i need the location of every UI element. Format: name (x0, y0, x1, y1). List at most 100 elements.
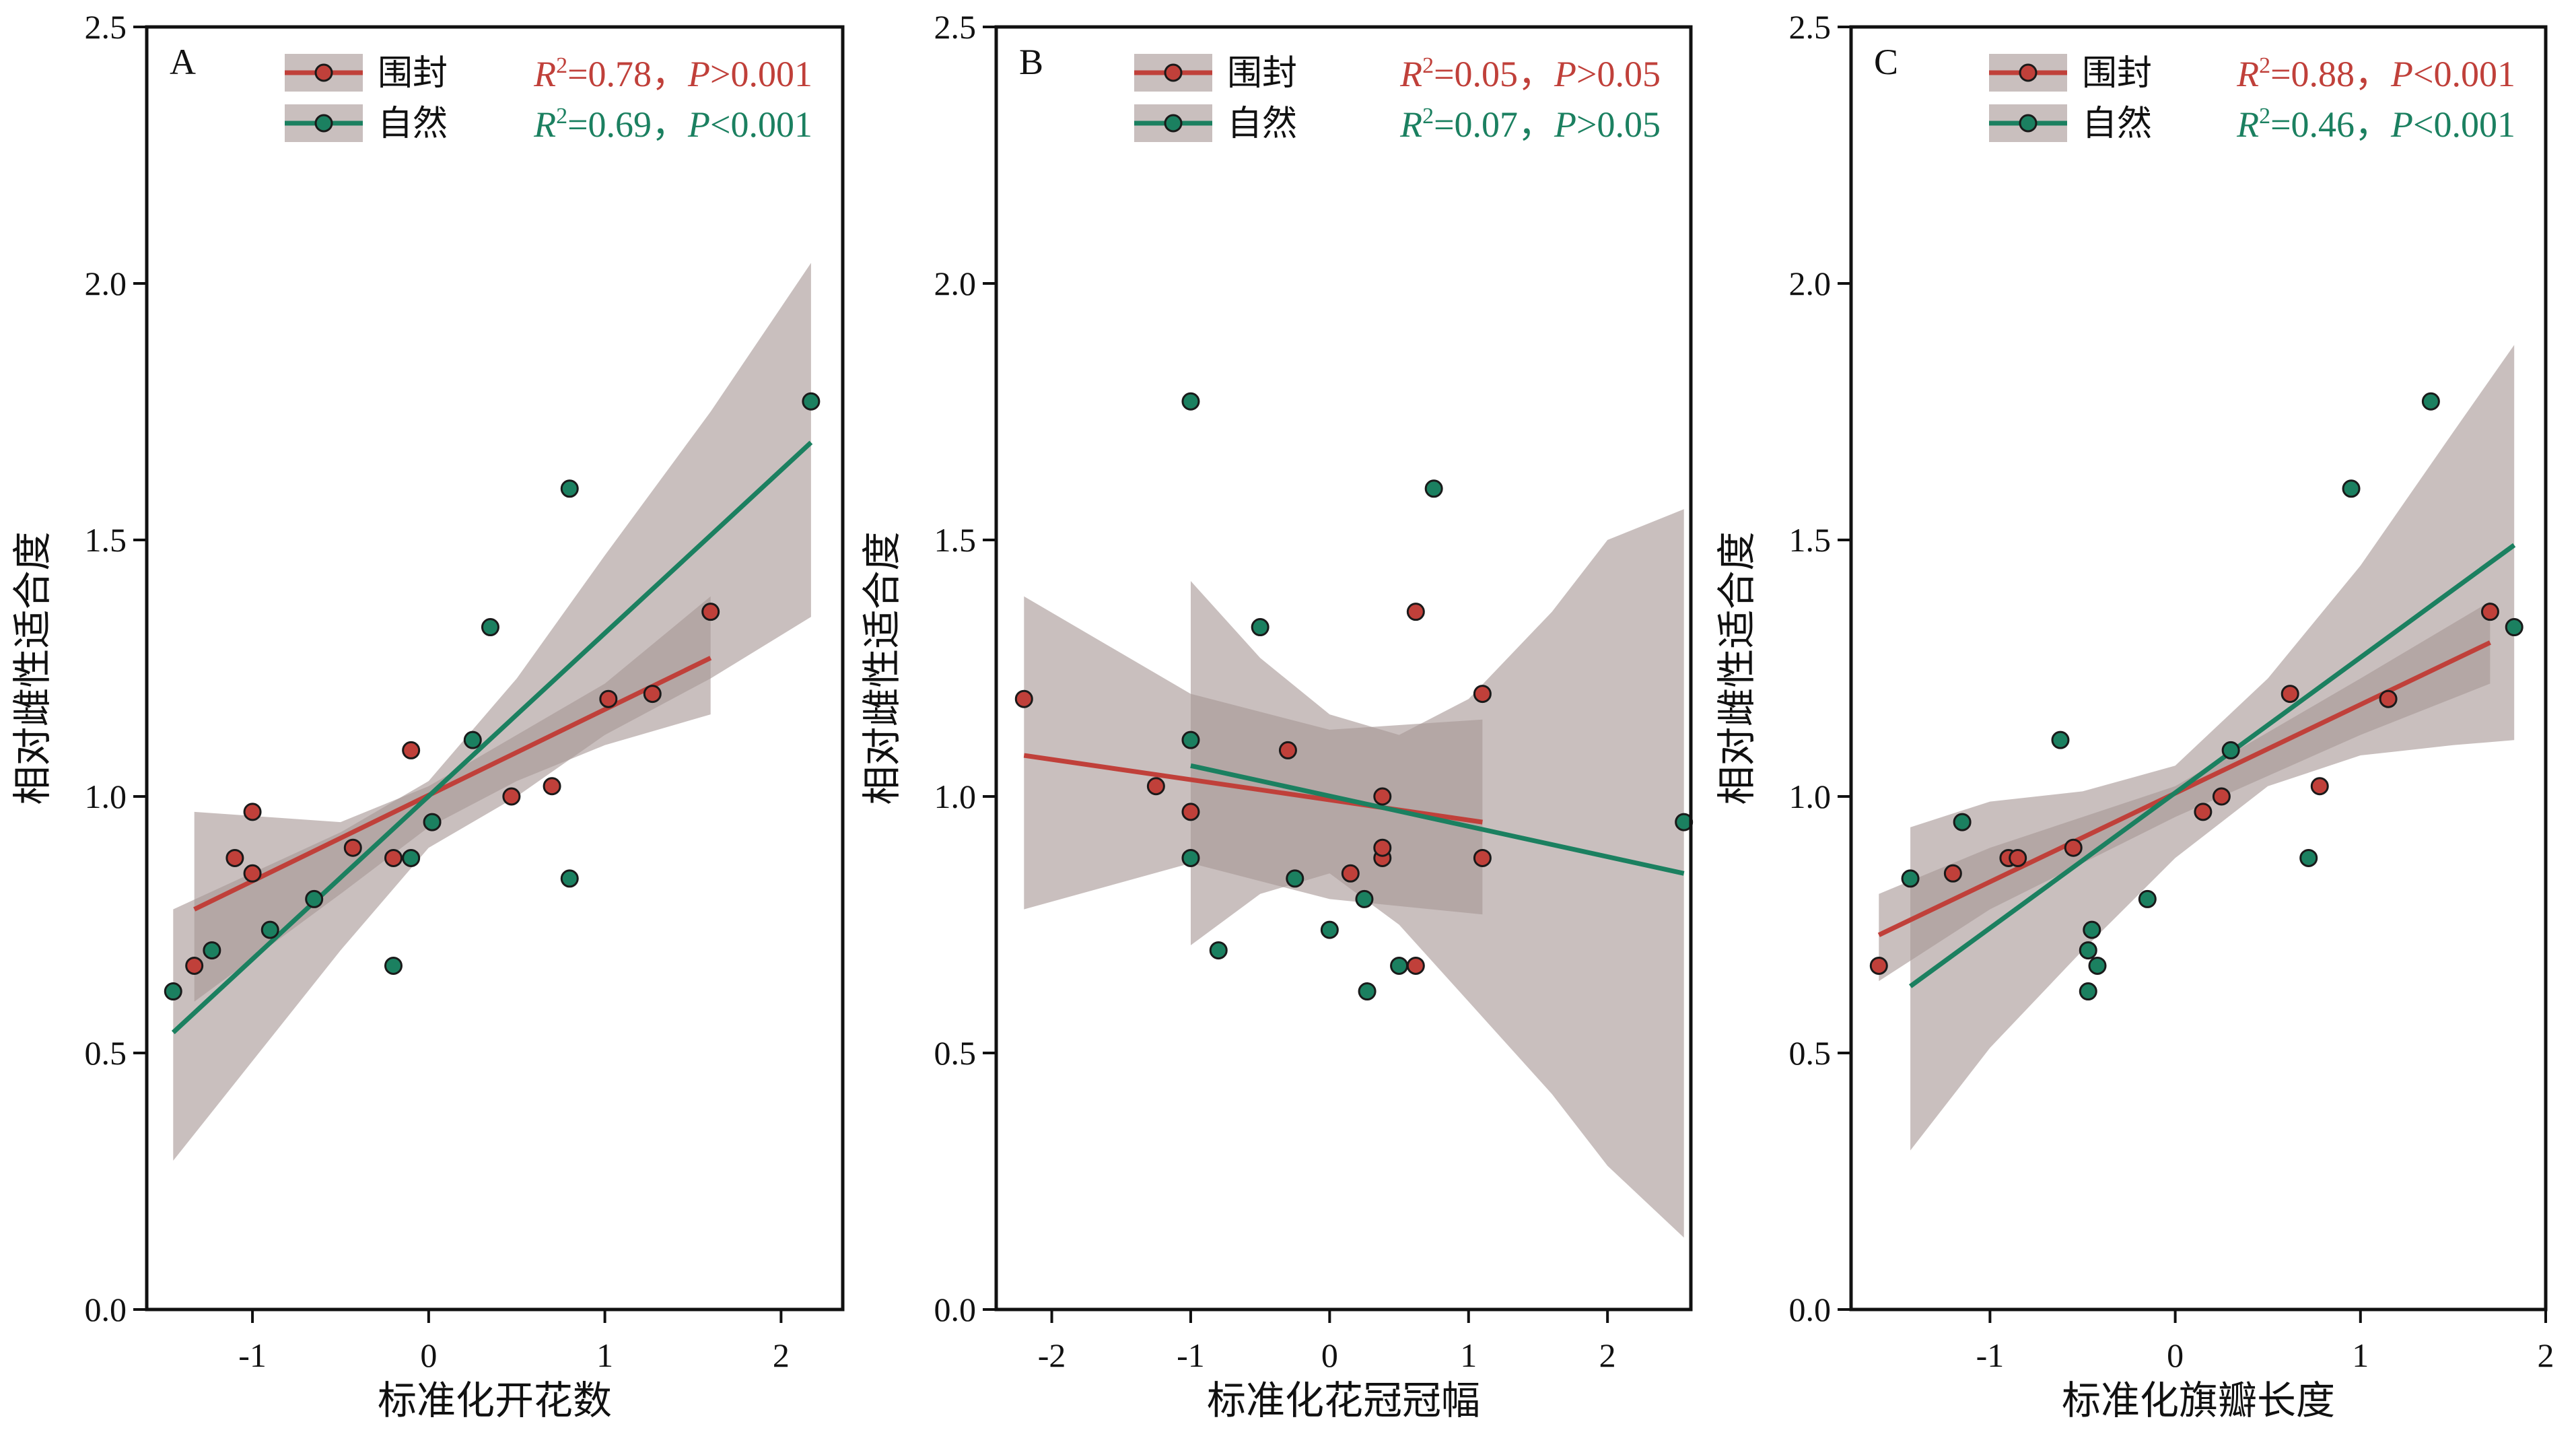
data-point-natural (402, 848, 421, 867)
y-axis-title: 相对雌性适合度 (9, 531, 55, 805)
r-symbol: R (2236, 54, 2259, 94)
y-tick-label: 0.5 (85, 1034, 127, 1072)
data-point-natural (1181, 392, 1200, 411)
data-point-natural (1181, 848, 1200, 867)
r-symbol: R (533, 54, 556, 94)
x-axis-title: 标准化旗瓣长度 (2062, 1377, 2335, 1423)
x-tick-label: 1 (596, 1336, 613, 1374)
data-point-natural (463, 730, 482, 749)
data-point-natural (1390, 956, 1409, 975)
data-point-fenced (1278, 741, 1297, 759)
r2-value: =0.88， (2270, 54, 2391, 94)
data-point-fenced (543, 777, 561, 796)
x-tick-label: -1 (238, 1336, 267, 1374)
y-axis-title: 相对雌性适合度 (859, 531, 905, 805)
data-point-natural (2342, 479, 2361, 498)
y-tick-label: 1.5 (85, 521, 127, 559)
data-point-natural (560, 479, 579, 498)
fit-line-natural (1908, 543, 2516, 988)
data-point-natural (1953, 813, 1972, 831)
data-point-fenced (1869, 956, 1888, 975)
p-symbol: P (687, 104, 710, 145)
data-point-natural (260, 920, 279, 939)
legend-label-natural: 自然 (378, 104, 448, 144)
r2-value: =0.46， (2270, 104, 2391, 145)
data-point-natural (1209, 941, 1228, 960)
data-point-fenced (643, 685, 662, 704)
data-point-fenced (2064, 838, 2083, 857)
data-point-fenced (1341, 864, 1360, 883)
r2-value: =0.69， (567, 104, 688, 145)
stat-annotation-natural: R2=0.69，P<0.001 (533, 104, 812, 145)
data-point-fenced (1373, 838, 1392, 857)
panel-a: 0.0 0.5 1.0 1.5 2.0 2.5 -1 0 1 2 标准化开花数 相对雌性适合度 A 围封自… (9, 8, 845, 1423)
stat-annotation-natural: R2=0.07，P>0.05 (1399, 104, 1661, 145)
data-point-fenced (1406, 603, 1425, 621)
data-point-fenced (2379, 689, 2398, 708)
legend-label-natural: 自然 (1227, 104, 1297, 144)
p-value: <0.001 (2413, 54, 2515, 94)
data-point-fenced (1181, 803, 1200, 821)
data-point-natural (203, 941, 221, 960)
data-point-fenced (1014, 689, 1033, 708)
legend-label-fenced: 围封 (2082, 53, 2152, 94)
data-point-fenced (1146, 777, 1165, 796)
y-tick-label: 0.0 (934, 1291, 977, 1328)
data-point-natural (164, 982, 182, 1001)
y-tick-label: 2.5 (1789, 8, 1832, 46)
plot-frame (145, 25, 845, 1312)
p-value: <0.001 (2413, 104, 2515, 145)
data-point-natural (2088, 956, 2107, 975)
r-superscript: 2 (1422, 53, 1434, 78)
x-axis-title: 标准化花冠冠幅 (1207, 1377, 1480, 1423)
data-point-natural (384, 956, 403, 975)
y-tick-label: 2.5 (934, 8, 977, 46)
data-point-fenced (402, 741, 421, 759)
data-point-fenced (1943, 864, 1962, 883)
data-point-fenced (343, 838, 362, 857)
panel-c: 0.0 0.5 1.0 1.5 2.0 2.5 -1 0 1 2 标准化旗瓣长度 相对雌性适合度 C 围封… (1714, 8, 2554, 1423)
data-point-natural (305, 889, 324, 908)
legend-label-fenced: 围封 (1227, 53, 1297, 94)
y-axis-title: 相对雌性适合度 (1714, 531, 1760, 805)
x-axis-title: 标准化开花数 (378, 1377, 612, 1423)
legend-marker-fenced (1164, 63, 1183, 82)
y-tick-label: 0.5 (934, 1034, 977, 1072)
panel-b: 0.0 0.5 1.0 1.5 2.0 2.5 -2 -1 0 1 2 标准化花冠冠幅 相对雌性适合度 B… (859, 8, 1694, 1423)
data-point-natural (802, 392, 821, 411)
panel-letter: C (1874, 42, 1898, 82)
x-tick-label: -1 (1177, 1336, 1205, 1374)
x-tick-label: 2 (2538, 1336, 2554, 1374)
p-value: >0.05 (1576, 104, 1661, 145)
x-tick-label: 1 (1460, 1336, 1477, 1374)
y-tick-label: 2.0 (85, 265, 127, 302)
x-tick-label: -1 (1976, 1336, 2005, 1374)
x-tick-label: 1 (2352, 1336, 2369, 1374)
r-symbol: R (1399, 54, 1422, 94)
data-point-fenced (1406, 956, 1425, 975)
panel-letter: B (1019, 42, 1043, 82)
fit-line-natural (1190, 763, 1685, 876)
data-point-natural (2079, 982, 2097, 1001)
x-tick-label: 0 (420, 1336, 437, 1374)
legend-marker-fenced (314, 63, 333, 82)
data-point-natural (2138, 889, 2157, 908)
x-tick-label: 2 (1599, 1336, 1616, 1374)
fit-line-natural (171, 440, 813, 1035)
data-point-fenced (2310, 777, 2329, 796)
data-point-fenced (701, 603, 720, 621)
p-value: >0.001 (710, 54, 812, 94)
p-value: >0.05 (1576, 54, 1661, 94)
p-symbol: P (1554, 54, 1576, 94)
p-symbol: P (687, 54, 710, 94)
fit-line-fenced (193, 656, 712, 912)
data-point-fenced (502, 787, 521, 806)
legend-marker-natural (2019, 114, 2038, 133)
data-point-natural (2083, 920, 2101, 939)
data-point-natural (1355, 889, 1374, 908)
data-point-natural (1181, 730, 1200, 749)
data-point-natural (2221, 741, 2240, 759)
y-tick-label: 1.5 (1789, 521, 1832, 559)
y-tick-label: 0.5 (1789, 1034, 1832, 1072)
